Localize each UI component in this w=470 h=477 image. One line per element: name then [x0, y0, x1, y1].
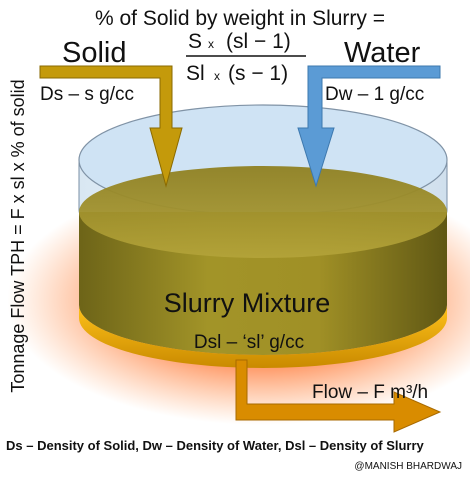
- slurry-density: Dsl – ‘sl’ g/cc: [194, 332, 304, 353]
- formula-title: % of Solid by weight in Slurry =: [95, 7, 385, 30]
- slurry-surface: [79, 166, 447, 258]
- water-density: Dw – 1 g/cc: [325, 84, 424, 105]
- footer-legend: Ds – Density of Solid, Dw – Density of W…: [6, 438, 425, 453]
- solid-label: Solid: [62, 37, 127, 69]
- svg-text:S: S: [188, 30, 202, 53]
- solid-arrow: [39, 65, 183, 188]
- svg-text:x: x: [214, 69, 220, 83]
- water-label: Water: [344, 37, 421, 69]
- svg-text:x: x: [208, 37, 214, 51]
- solid-density: Ds – s g/cc: [40, 84, 134, 105]
- svg-text:(sl − 1): (sl − 1): [226, 30, 291, 53]
- flow-label: Flow – F m³/h: [312, 382, 428, 403]
- slurry-title: Slurry Mixture: [164, 288, 331, 318]
- water-arrow: [297, 65, 441, 188]
- outflow-arrow: [235, 359, 442, 433]
- credit: @MANISH BHARDWAJ: [354, 461, 462, 472]
- formula-denominator: Sl x (s − 1): [186, 62, 288, 85]
- slurry-bottom-band: [79, 305, 447, 368]
- svg-text:(s − 1): (s − 1): [228, 62, 288, 85]
- formula-numerator: S x (sl − 1): [188, 30, 291, 53]
- tonnage-flow-label: Tonnage Flow TPH = F x sl x % of solid: [8, 79, 28, 392]
- svg-text:Sl: Sl: [186, 62, 205, 85]
